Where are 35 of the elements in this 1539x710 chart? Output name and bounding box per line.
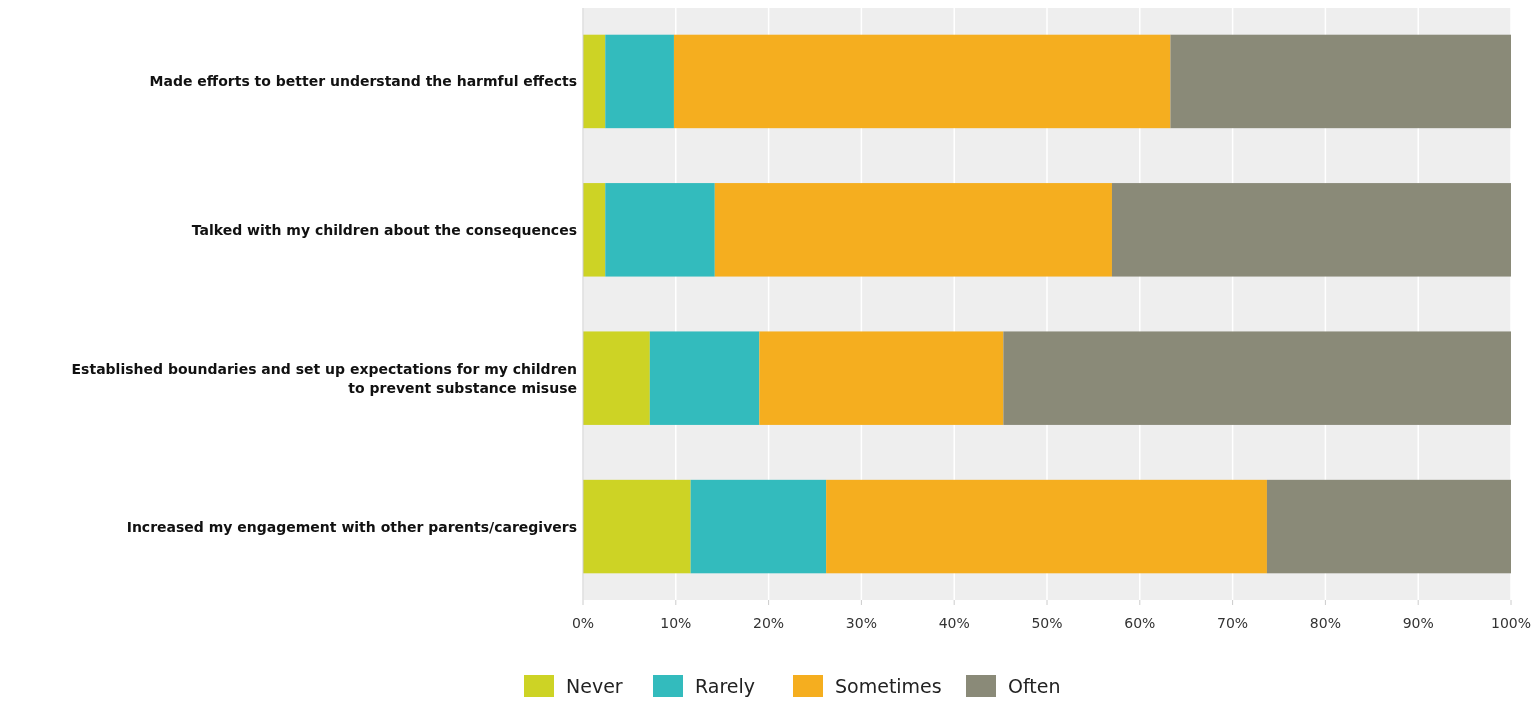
legend-label: Rarely [695,675,756,697]
bar [1111,183,1511,277]
x-tick-label: 60% [1124,615,1156,631]
x-tick-label: 90% [1402,615,1434,631]
bar [583,34,606,129]
bar [690,479,827,574]
x-tick-label: 80% [1309,615,1341,631]
y-tick-label: Talked with my children about the consequences [191,221,577,238]
legend-label: Sometimes [835,675,942,697]
legend-label: Never [566,675,623,697]
bar [583,479,691,574]
bar [1170,34,1511,129]
x-tick-label: 20% [753,615,785,631]
y-tick-label: Established boundaries and set up expectations for my children to prevent substance misuse [71,360,577,396]
x-tick-label: 40% [938,615,970,631]
x-tick-label: 10% [660,615,692,631]
bar [759,331,1004,425]
bar [605,183,715,277]
bar [583,331,650,425]
legend-label: Often [1008,675,1061,697]
x-tick-label: 0% [571,615,595,631]
x-tick-label: 100% [1490,615,1532,631]
bar [714,183,1112,277]
x-tick-label: 50% [1031,615,1063,631]
bar [673,34,1171,129]
bar [826,479,1267,574]
x-tick-label: 30% [845,615,877,631]
bar [605,34,674,129]
bar [649,331,760,425]
y-tick-label: Made efforts to better understand the harmful effects [149,73,577,90]
bar [1266,479,1511,574]
bar [583,183,606,277]
x-tick-label: 70% [1217,615,1249,631]
y-tick-label: Increased my engagement with other parents/caregivers [126,518,577,535]
bar [1003,331,1511,425]
